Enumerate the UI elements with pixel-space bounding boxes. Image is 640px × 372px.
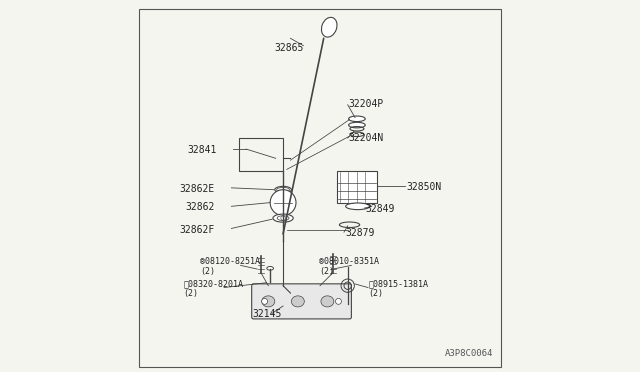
Text: ®08010-8351A
(2): ®08010-8351A (2) xyxy=(319,257,380,276)
Circle shape xyxy=(335,298,341,304)
Text: Ⓜ08320-8201A
(2): Ⓜ08320-8201A (2) xyxy=(184,279,243,298)
Ellipse shape xyxy=(273,214,293,222)
Ellipse shape xyxy=(275,186,291,193)
Bar xyxy=(337,171,377,203)
Text: 32862E: 32862E xyxy=(180,184,215,194)
Ellipse shape xyxy=(291,296,304,307)
Text: 32850N: 32850N xyxy=(407,182,442,192)
Text: 32862: 32862 xyxy=(186,202,215,212)
Ellipse shape xyxy=(349,116,365,122)
Ellipse shape xyxy=(321,17,337,37)
Text: Ⓜ08915-1381A
(2): Ⓜ08915-1381A (2) xyxy=(369,279,429,298)
Text: 32849: 32849 xyxy=(365,204,394,214)
Text: 32204N: 32204N xyxy=(349,133,384,143)
Text: 32865: 32865 xyxy=(274,42,303,52)
Bar xyxy=(239,138,283,171)
Text: ®08120-8251A
(2): ®08120-8251A (2) xyxy=(200,257,260,276)
Text: 32879: 32879 xyxy=(345,228,374,238)
Ellipse shape xyxy=(349,122,365,128)
Text: 32145: 32145 xyxy=(253,310,282,320)
Ellipse shape xyxy=(321,296,334,307)
Text: 32862F: 32862F xyxy=(180,225,215,235)
Text: 32841: 32841 xyxy=(188,145,216,155)
Ellipse shape xyxy=(346,203,370,210)
Text: A3P8C0064: A3P8C0064 xyxy=(445,349,493,358)
FancyBboxPatch shape xyxy=(252,284,351,319)
Text: 32204P: 32204P xyxy=(349,99,384,109)
Circle shape xyxy=(262,298,268,304)
Ellipse shape xyxy=(267,266,273,270)
Ellipse shape xyxy=(262,296,275,307)
Circle shape xyxy=(270,190,296,215)
